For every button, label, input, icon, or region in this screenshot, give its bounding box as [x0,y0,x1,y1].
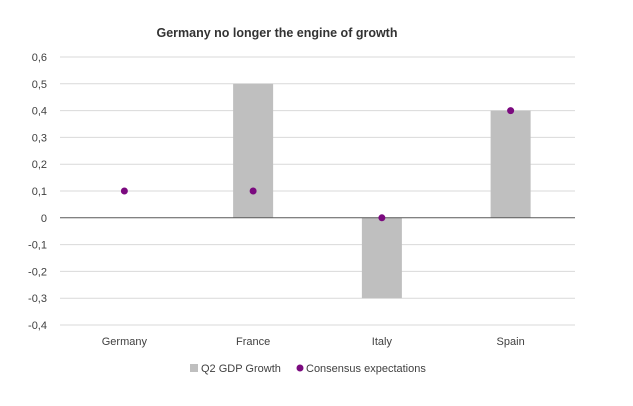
x-axis-category-labels: Germany France Italy Spain [102,336,525,348]
bar [490,110,531,218]
y-tick-label: 0,6 [32,52,47,64]
y-tick-label: -0,3 [28,293,47,305]
point [378,214,386,222]
point [249,187,257,195]
chart-title: Germany no longer the engine of growth [157,26,398,40]
bar [361,217,402,299]
gridlines [60,56,575,326]
y-tick-label: 0,3 [32,132,47,144]
y-tick-label: 0 [41,213,47,225]
y-tick-label: 0,1 [32,186,47,198]
category-label: Spain [497,336,525,348]
point [120,187,128,195]
legend: Q2 GDP Growth Consensus expectations [190,363,426,375]
category-label: Italy [372,336,393,348]
point [507,107,515,115]
y-tick-label: -0,2 [28,266,47,278]
legend-swatch-point [296,364,304,372]
y-tick-label: -0,4 [28,320,47,332]
y-tick-label: -0,1 [28,240,47,252]
category-label: France [236,336,270,348]
y-tick-label: 0,4 [32,106,47,118]
bars [233,83,531,299]
category-label: Germany [102,336,148,348]
y-axis-tick-labels: 0,6 0,5 0,4 0,3 0,2 0,1 0 -0,1 -0,2 -0,3 -0,4 [28,52,47,332]
y-tick-label: 0,2 [32,159,47,171]
legend-label: Q2 GDP Growth [201,363,281,375]
points [120,107,515,222]
legend-swatch-bar [190,364,198,372]
bar [233,83,274,218]
legend-label: Consensus expectations [306,363,426,375]
y-tick-label: 0,5 [32,79,47,91]
